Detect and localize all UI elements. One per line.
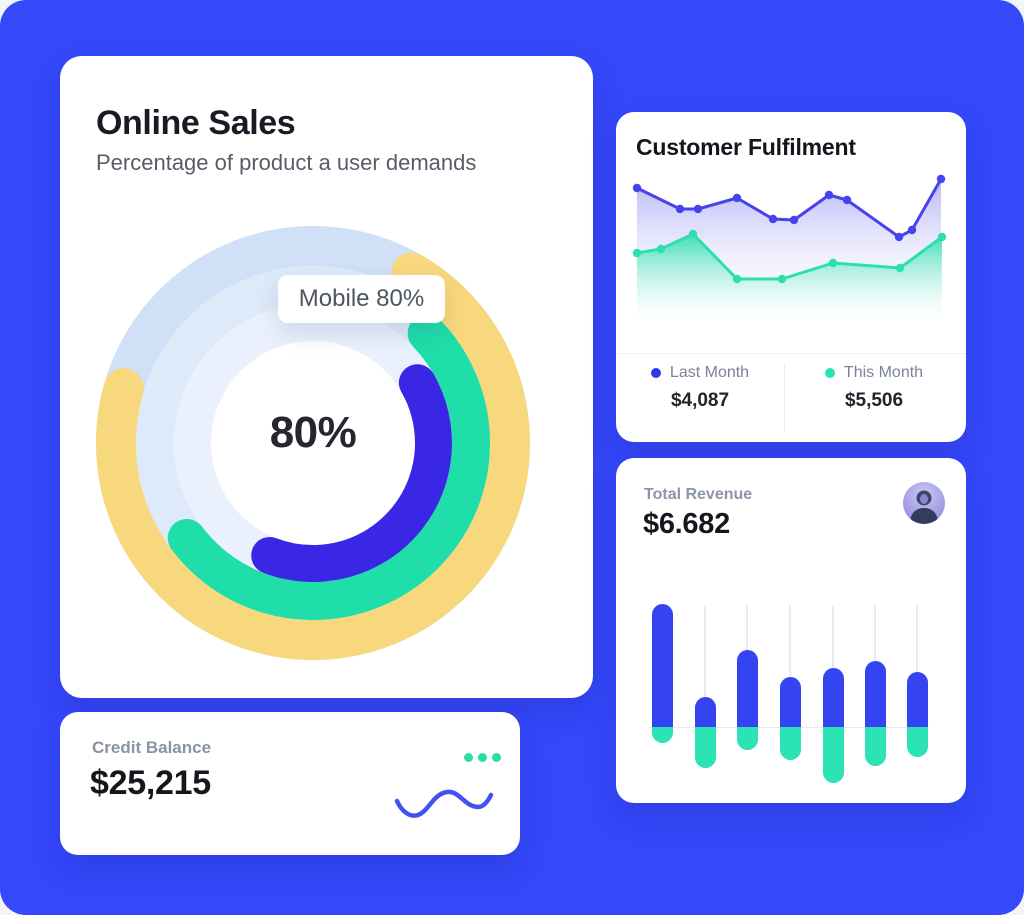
bar-segment-blue — [864, 661, 886, 727]
customer-fulfilment-card: Customer Fulfilment Last Month $4,087 Th… — [616, 112, 966, 442]
more-options-button[interactable] — [460, 749, 505, 766]
bar-segment-green — [736, 727, 758, 750]
bar-segment-blue — [906, 672, 928, 727]
this-month-value: $5,506 — [844, 390, 904, 411]
donut-center-value: 80% — [269, 408, 357, 457]
credit-balance-value: $25,215 — [90, 764, 211, 802]
credit-sparkline — [394, 789, 494, 818]
credit-balance-card: Credit Balance $25,215 — [60, 712, 520, 855]
total-revenue-card: Total Revenue $6.682 — [616, 458, 966, 803]
last-month-value: $4,087 — [670, 390, 730, 411]
legend-item-this-month: This Month $5,506 — [794, 364, 954, 412]
this-month-dot-icon — [824, 368, 835, 378]
total-revenue-value: $6.682 — [643, 508, 730, 540]
bar-segment-blue — [779, 677, 801, 727]
person-icon — [910, 490, 938, 524]
legend-vertical-divider — [784, 364, 785, 432]
avatar[interactable] — [903, 482, 945, 524]
legend-item-last-month: Last Month $4,087 — [620, 364, 780, 412]
this-month-label: This Month — [843, 364, 924, 381]
bar-segment-green — [694, 727, 716, 768]
donut-tooltip: Mobile 80% — [278, 275, 445, 323]
bar-segment-green — [779, 727, 801, 760]
chart-gridline — [916, 605, 918, 727]
credit-balance-label: Credit Balance — [92, 738, 212, 757]
bar-segment-blue — [822, 668, 844, 727]
last-month-dot-icon — [650, 368, 661, 378]
bar-segment-blue — [736, 650, 758, 727]
chart-gridline — [832, 605, 834, 727]
bar-segment-green — [864, 727, 886, 766]
online-sales-title: Online Sales — [96, 104, 296, 142]
menu-dot-icon — [492, 753, 501, 762]
bar-segment-green — [822, 727, 844, 783]
menu-dot-icon — [478, 753, 487, 762]
bar-segment-blue — [651, 604, 673, 727]
last-month-label: Last Month — [669, 364, 750, 381]
revenue-bar-chart — [616, 458, 966, 803]
total-revenue-label: Total Revenue — [644, 486, 753, 503]
legend-divider — [616, 353, 966, 354]
chart-gridline — [789, 605, 791, 727]
bar-segment-blue — [694, 697, 716, 727]
bar-segment-green — [651, 727, 673, 743]
online-sales-subtitle: Percentage of product a user demands — [96, 150, 477, 175]
menu-dot-icon — [464, 753, 473, 762]
customer-fulfilment-title: Customer Fulfilment — [636, 134, 856, 160]
bar-segment-green — [906, 727, 928, 757]
chart-gridline — [704, 605, 706, 727]
online-sales-card: Online Sales Percentage of product a use… — [60, 56, 593, 698]
fulfilment-area-chart — [632, 174, 947, 333]
